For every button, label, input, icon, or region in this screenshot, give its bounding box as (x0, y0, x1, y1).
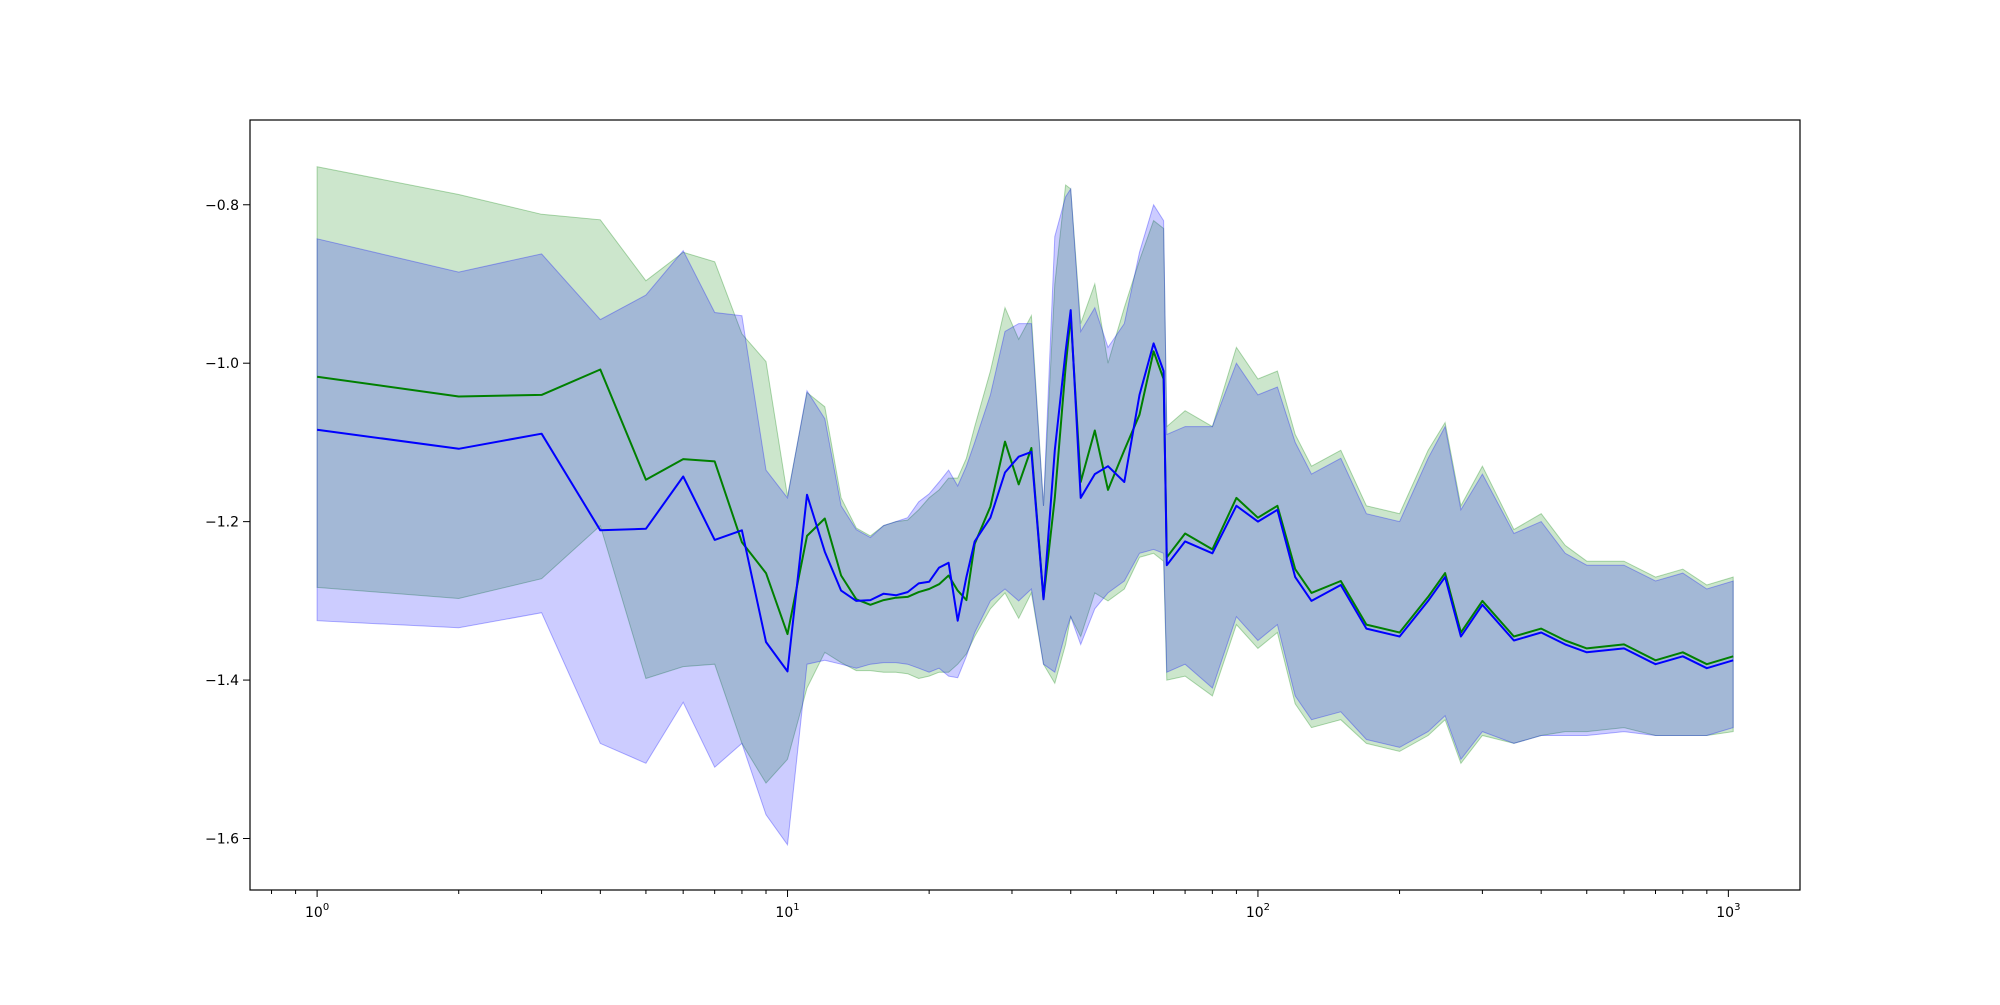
line-series-1 (316, 314, 1734, 666)
x-tick-label: 103 (1716, 902, 1740, 921)
x-axis-ticks: 100 101 102 103 (271, 890, 1740, 921)
plot-area-frame (249, 119, 1801, 891)
y-tick-label: −1.4 (205, 673, 239, 689)
series-lines (316, 309, 1734, 673)
y-tick-label: −1.2 (205, 515, 239, 531)
y-tick-label: −1.0 (205, 356, 239, 372)
band-series-1 (316, 166, 1734, 784)
band-series-2 (316, 187, 1734, 847)
y-tick-label: −1.6 (205, 832, 239, 848)
x-tick-label: 102 (1246, 902, 1270, 921)
y-tick-label: −0.8 (205, 198, 239, 214)
line-series-2 (316, 309, 1734, 673)
y-axis-ticks: −0.8 −1.0 −1.2 −1.4 −1.6 (205, 198, 250, 848)
confidence-bands (316, 166, 1734, 847)
x-tick-label: 100 (305, 902, 329, 921)
x-tick-label: 101 (775, 902, 799, 921)
